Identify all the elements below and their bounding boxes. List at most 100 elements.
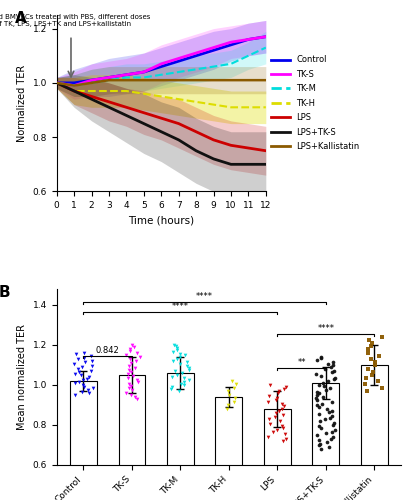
Point	[324, 405, 330, 413]
Point	[280, 385, 287, 393]
Point	[177, 353, 183, 361]
Point	[128, 386, 135, 394]
Point	[128, 382, 134, 390]
Point	[126, 384, 132, 392]
Point	[324, 438, 330, 446]
Point	[72, 391, 79, 399]
Point	[330, 433, 336, 441]
Point	[130, 372, 136, 380]
Point	[280, 437, 286, 445]
Point	[316, 390, 322, 398]
Point	[88, 362, 95, 370]
Point	[362, 380, 369, 388]
Point	[330, 420, 336, 428]
Point	[86, 373, 92, 381]
Point	[332, 426, 338, 434]
Point	[174, 344, 180, 352]
Point	[76, 368, 83, 376]
Point	[184, 362, 190, 370]
Bar	[167, 373, 194, 500]
Point	[225, 388, 231, 396]
Bar	[215, 397, 242, 500]
Point	[279, 404, 285, 412]
Point	[322, 416, 328, 424]
Point	[316, 436, 323, 444]
Point	[273, 394, 280, 402]
Point	[184, 358, 190, 366]
Point	[167, 385, 174, 393]
Point	[90, 384, 96, 392]
Point	[318, 424, 325, 432]
Point	[277, 418, 284, 426]
Point	[265, 432, 272, 440]
Point	[316, 422, 323, 430]
Point	[278, 422, 285, 430]
Text: **: **	[297, 358, 306, 367]
Point	[173, 342, 180, 350]
Point	[173, 371, 180, 379]
Text: A: A	[15, 12, 27, 26]
Point	[328, 363, 334, 371]
Point	[182, 352, 188, 360]
Point	[280, 411, 287, 419]
Point	[328, 406, 335, 414]
Point	[174, 346, 181, 354]
Point	[132, 392, 139, 400]
Point	[283, 435, 289, 443]
Point	[177, 380, 184, 388]
Text: B: B	[0, 285, 10, 300]
Point	[71, 360, 77, 368]
Point	[85, 386, 91, 394]
Point	[122, 351, 129, 359]
Point	[315, 442, 322, 450]
Point	[317, 417, 323, 425]
Point	[177, 360, 183, 368]
Point	[88, 366, 94, 374]
Point	[364, 387, 370, 395]
Text: 0.842: 0.842	[96, 346, 119, 355]
Bar	[119, 375, 145, 500]
Point	[171, 340, 177, 348]
Bar	[70, 381, 97, 500]
Point	[276, 388, 283, 396]
Point	[129, 340, 136, 348]
Point	[315, 380, 322, 388]
Point	[132, 364, 138, 372]
Point	[266, 416, 272, 424]
Point	[224, 405, 230, 413]
Point	[320, 392, 326, 400]
Point	[173, 355, 180, 363]
Point	[318, 372, 324, 380]
Point	[133, 349, 140, 357]
Bar	[264, 409, 291, 500]
Point	[134, 395, 140, 403]
Point	[231, 384, 237, 392]
Point	[369, 368, 376, 376]
Point	[81, 382, 87, 390]
Point	[319, 379, 326, 387]
Point	[280, 424, 286, 432]
Point	[314, 396, 320, 404]
Point	[128, 368, 134, 376]
Point	[379, 332, 386, 340]
Point	[128, 390, 134, 398]
Point	[265, 392, 272, 400]
Point	[332, 374, 339, 382]
Point	[79, 364, 86, 372]
Point	[127, 356, 133, 364]
Point	[177, 350, 183, 358]
Point	[368, 371, 375, 379]
Point	[331, 376, 338, 384]
Point	[226, 391, 232, 399]
Point	[324, 377, 331, 385]
Y-axis label: Normalized TER: Normalized TER	[17, 64, 27, 142]
Point	[128, 360, 134, 368]
Point	[365, 364, 371, 372]
Point	[367, 355, 374, 363]
Point	[170, 356, 177, 364]
Point	[181, 378, 188, 386]
Point	[85, 389, 92, 397]
Point	[313, 431, 320, 439]
Point	[368, 342, 375, 350]
Point	[127, 347, 134, 355]
